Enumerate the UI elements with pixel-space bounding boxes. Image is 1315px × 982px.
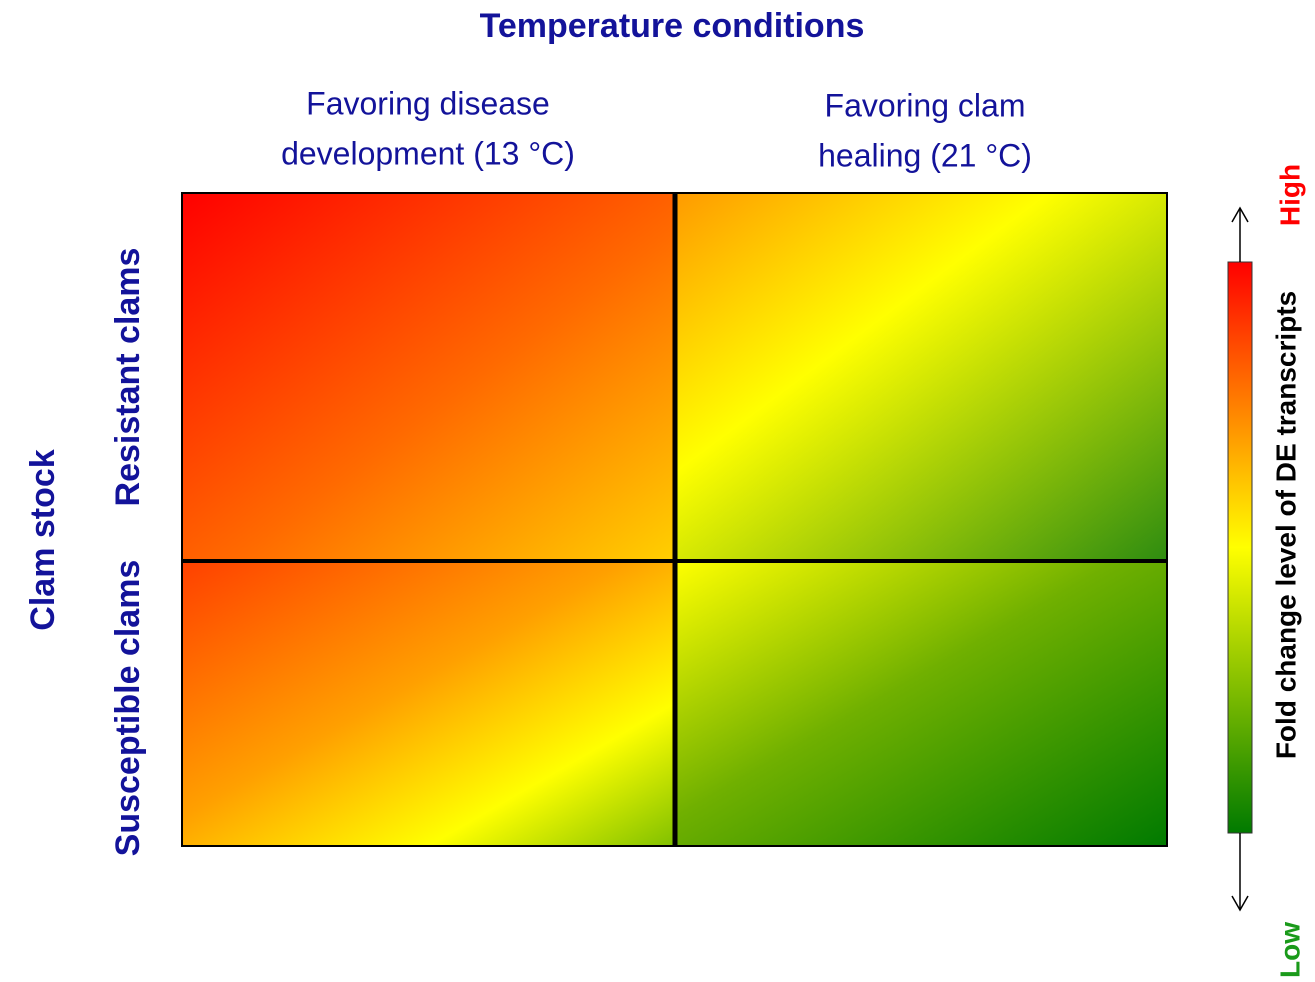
column-header: development (13 °C) xyxy=(281,135,575,171)
row-label: Susceptible clams xyxy=(109,560,147,857)
arrow xyxy=(1231,206,1249,912)
cell xyxy=(182,561,675,846)
column-header: healing (21 °C) xyxy=(818,137,1032,173)
cell xyxy=(182,193,675,561)
column-header: Favoring disease xyxy=(306,85,550,121)
title: Temperature conditions xyxy=(480,7,865,45)
row-axis-label: Clam stock xyxy=(24,449,62,630)
cell xyxy=(675,561,1167,846)
cell xyxy=(675,193,1167,561)
column-header: Favoring clam xyxy=(825,87,1026,123)
legend-label: Fold change level of DE transcripts xyxy=(1270,291,1301,759)
legend-high: High xyxy=(1274,164,1305,226)
row-label: Resistant clams xyxy=(109,248,147,507)
legend-low: Low xyxy=(1274,922,1305,978)
color-bar xyxy=(1227,261,1253,834)
